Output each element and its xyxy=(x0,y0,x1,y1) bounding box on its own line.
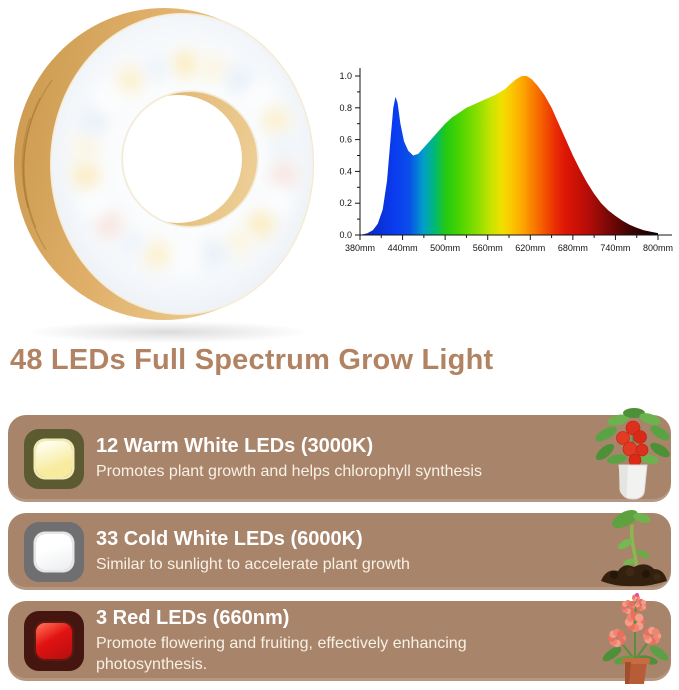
spectrum-chart: 0.0 0.2 0.4 0.6 0.8 1.0 380mm 440mm 500mm 560mm 62… xyxy=(330,60,678,260)
feature-text-cold-white: 33 Cold White LEDs (6000K) Similar to su… xyxy=(96,528,410,575)
svg-text:440mm: 440mm xyxy=(388,243,418,253)
seedling-leaves xyxy=(612,509,651,566)
page-title: 48 LEDs Full Spectrum Grow Light xyxy=(10,344,494,376)
svg-text:680mm: 680mm xyxy=(558,243,588,253)
svg-text:380mm: 380mm xyxy=(345,243,375,253)
svg-text:0.0: 0.0 xyxy=(339,230,352,240)
led-glow-dots xyxy=(72,50,298,272)
white-pot xyxy=(618,464,648,500)
tomatoes xyxy=(616,420,649,467)
wood-grain-lines xyxy=(21,79,53,251)
tomato-plant-photo xyxy=(595,408,670,500)
feature-text-red: 3 Red LEDs (660nm) Promote flowering and… xyxy=(96,607,578,675)
feature-heading: 33 Cold White LEDs (6000K) xyxy=(96,527,363,550)
svg-text:740mm: 740mm xyxy=(600,243,630,253)
flowering-plant-photo xyxy=(602,593,669,684)
svg-text:620mm: 620mm xyxy=(515,243,545,253)
red-led-icon xyxy=(24,611,84,671)
ring-light-product-photo xyxy=(14,8,315,343)
svg-text:0.8: 0.8 xyxy=(339,103,352,113)
spectrum-curve xyxy=(360,76,658,235)
cold-white-led-face xyxy=(36,533,72,570)
warm-white-led-icon xyxy=(24,428,84,489)
svg-text:0.4: 0.4 xyxy=(339,166,352,176)
feature-card-cold-white: 33 Cold White LEDs (6000K) Similar to su… xyxy=(8,513,671,590)
ring-reflection xyxy=(26,321,310,343)
svg-text:800mm: 800mm xyxy=(643,243,673,253)
feature-card-red: 3 Red LEDs (660nm) Promote flowering and… xyxy=(8,601,671,681)
svg-text:0.2: 0.2 xyxy=(339,198,352,208)
svg-text:500mm: 500mm xyxy=(430,243,460,253)
flower-tip-bud xyxy=(635,593,639,597)
soil-mound xyxy=(601,564,667,587)
feature-body: Similar to sunlight to accelerate plant … xyxy=(96,555,410,573)
diffuser-frost-overlay xyxy=(50,13,313,315)
terracotta-pot xyxy=(622,658,650,684)
feature-heading: 3 Red LEDs (660nm) xyxy=(96,607,290,630)
svg-text:1.0: 1.0 xyxy=(339,71,352,81)
svg-text:560mm: 560mm xyxy=(473,243,503,253)
svg-text:0.6: 0.6 xyxy=(339,135,352,145)
feature-card-warm-white: 12 Warm White LEDs (3000K) Promotes plan… xyxy=(8,415,671,502)
flower-clusters xyxy=(607,593,662,648)
seedling-photo xyxy=(601,509,667,587)
red-led-face xyxy=(36,623,72,659)
feature-body: Promote flowering and fruiting, effectiv… xyxy=(96,635,467,673)
feature-heading: 12 Warm White LEDs (3000K) xyxy=(96,434,374,457)
feature-body: Promotes plant growth and helps chloroph… xyxy=(96,462,482,480)
feature-text-warm-white: 12 Warm White LEDs (3000K) Promotes plan… xyxy=(96,435,482,482)
warm-white-led-face xyxy=(36,440,72,477)
chart-axes: 0.0 0.2 0.4 0.6 0.8 1.0 380mm 440mm 500mm 560mm 62… xyxy=(339,68,673,253)
spectrum-chart-svg: 0.0 0.2 0.4 0.6 0.8 1.0 380mm 440mm 500mm 560mm 62… xyxy=(339,68,673,253)
cold-white-led-icon xyxy=(24,521,84,582)
